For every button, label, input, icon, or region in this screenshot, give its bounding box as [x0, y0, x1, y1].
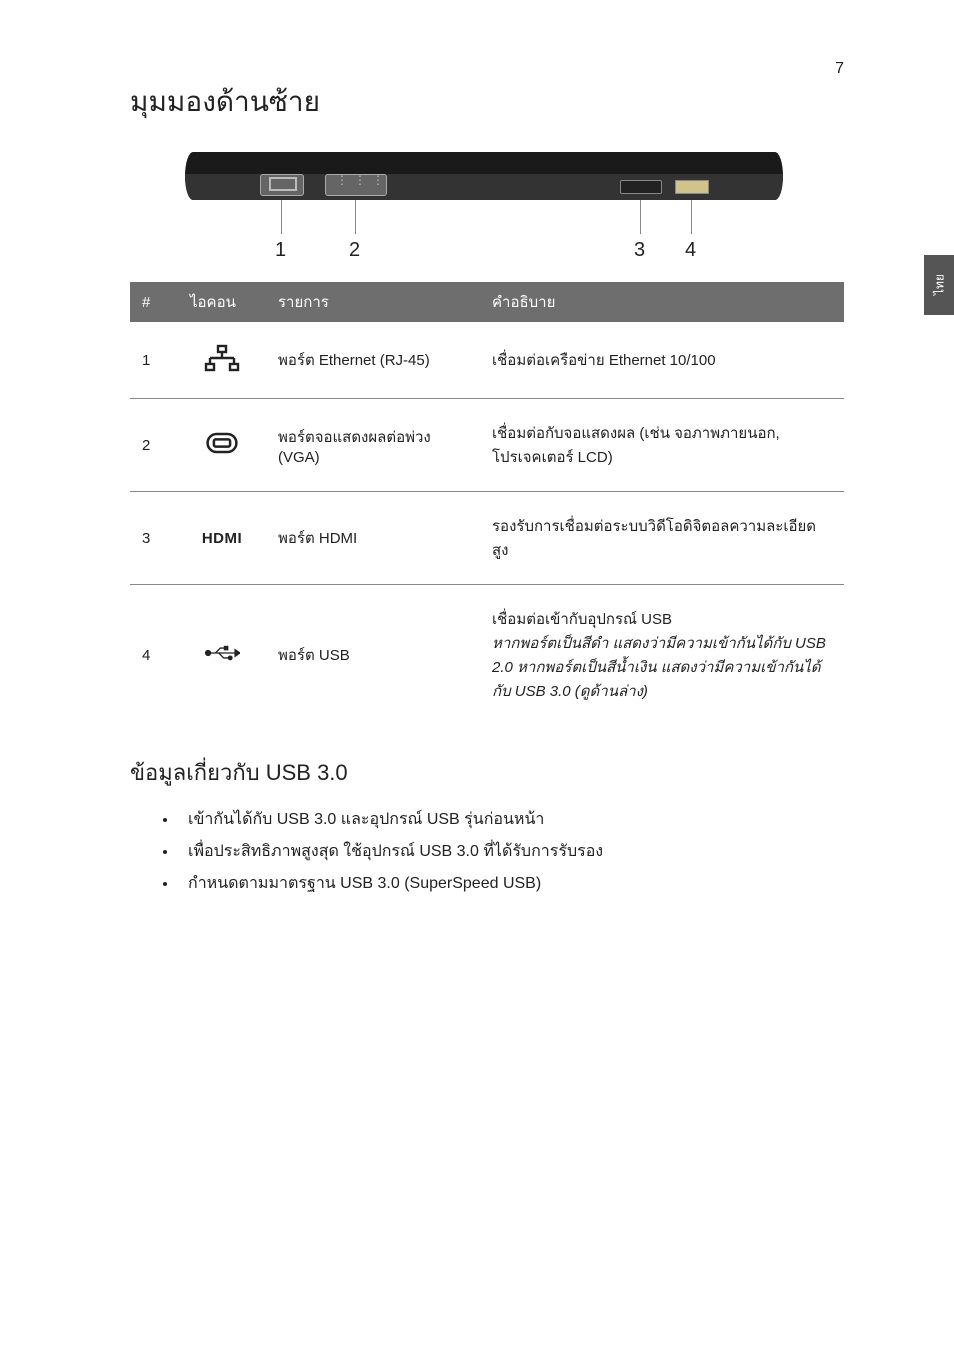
- left-side-diagram: 1 2 3 4: [185, 152, 844, 262]
- cell-num: 4: [130, 585, 178, 726]
- laptop-side-illustration: [185, 152, 783, 200]
- cell-num: 1: [130, 322, 178, 399]
- table-row: 3 HDMI พอร์ต HDMI รองรับการเชื่อมต่อระบบ…: [130, 492, 844, 585]
- cell-item: พอร์ต Ethernet (RJ-45): [266, 322, 480, 399]
- diagram-port-hdmi: [620, 180, 662, 194]
- usb3-heading: ข้อมูลเกี่ยวกับ USB 3.0: [130, 755, 844, 790]
- header-num: #: [130, 282, 178, 322]
- vga-icon: [204, 444, 240, 461]
- cell-desc: เชื่อมต่อเข้ากับอุปกรณ์ USB หากพอร์ตเป็น…: [480, 585, 844, 726]
- cell-desc: เชื่อมต่อกับจอแสดงผล (เช่น จอภาพภายนอก, …: [480, 399, 844, 492]
- table-header-row: # ไอคอน รายการ คำอธิบาย: [130, 282, 844, 322]
- callout-3: 3: [640, 200, 641, 234]
- callout-1: 1: [281, 200, 282, 234]
- callout-2: 2: [355, 200, 356, 234]
- desc-line-italic: หากพอร์ตเป็นสีดำ แสดงว่ามีความเข้ากันได้…: [492, 631, 832, 703]
- callout-label: 4: [685, 239, 696, 262]
- desc-line: เชื่อมต่อเข้ากับอุปกรณ์ USB: [492, 607, 832, 631]
- cell-icon: [178, 399, 266, 492]
- cell-num: 3: [130, 492, 178, 585]
- diagram-port-ethernet: [260, 174, 304, 196]
- ethernet-icon: [204, 359, 240, 376]
- table-row: 1 พอร์ต Ethernet (RJ-: [130, 322, 844, 399]
- table-row: 2 พอร์ตจอแสดงผลต่อพ่วง (VGA) เชื่อมต่อกั…: [130, 399, 844, 492]
- cell-icon: [178, 585, 266, 726]
- callout-label: 2: [349, 239, 360, 262]
- usb-icon: [204, 654, 240, 671]
- usb3-bullet-list: เข้ากันได้กับ USB 3.0 และอุปกรณ์ USB รุ่…: [130, 804, 844, 900]
- section-heading: มุมมองด้านซ้าย: [130, 80, 844, 124]
- callout-label: 1: [275, 239, 286, 262]
- list-item: กำหนดตามมาตรฐาน USB 3.0 (SuperSpeed USB): [178, 868, 844, 900]
- callout-4: 4: [691, 200, 692, 234]
- table-row: 4 พอร์ต USB: [130, 585, 844, 726]
- diagram-port-vga: [325, 174, 387, 196]
- header-desc: คำอธิบาย: [480, 282, 844, 322]
- cell-item: พอร์ตจอแสดงผลต่อพ่วง (VGA): [266, 399, 480, 492]
- header-icon: ไอคอน: [178, 282, 266, 322]
- cell-desc: รองรับการเชื่อมต่อระบบวิดีโอดิจิตอลความล…: [480, 492, 844, 585]
- cell-item: พอร์ต HDMI: [266, 492, 480, 585]
- cell-num: 2: [130, 399, 178, 492]
- diagram-port-usb: [675, 180, 709, 194]
- page-number: 7: [835, 60, 844, 78]
- callout-label: 3: [634, 239, 645, 262]
- cell-icon: [178, 322, 266, 399]
- header-item: รายการ: [266, 282, 480, 322]
- cell-icon: HDMI: [178, 492, 266, 585]
- language-tab: ไทย: [924, 255, 954, 315]
- list-item: เพื่อประสิทธิภาพสูงสุด ใช้อุปกรณ์ USB 3.…: [178, 836, 844, 868]
- hdmi-icon: HDMI: [202, 530, 242, 547]
- page-content: มุมมองด้านซ้าย 1 2 3 4 # ไอคอน รายการ คำ…: [0, 0, 954, 900]
- cell-item: พอร์ต USB: [266, 585, 480, 726]
- ports-table: # ไอคอน รายการ คำอธิบาย 1: [130, 282, 844, 725]
- cell-desc: เชื่อมต่อเครือข่าย Ethernet 10/100: [480, 322, 844, 399]
- list-item: เข้ากันได้กับ USB 3.0 และอุปกรณ์ USB รุ่…: [178, 804, 844, 836]
